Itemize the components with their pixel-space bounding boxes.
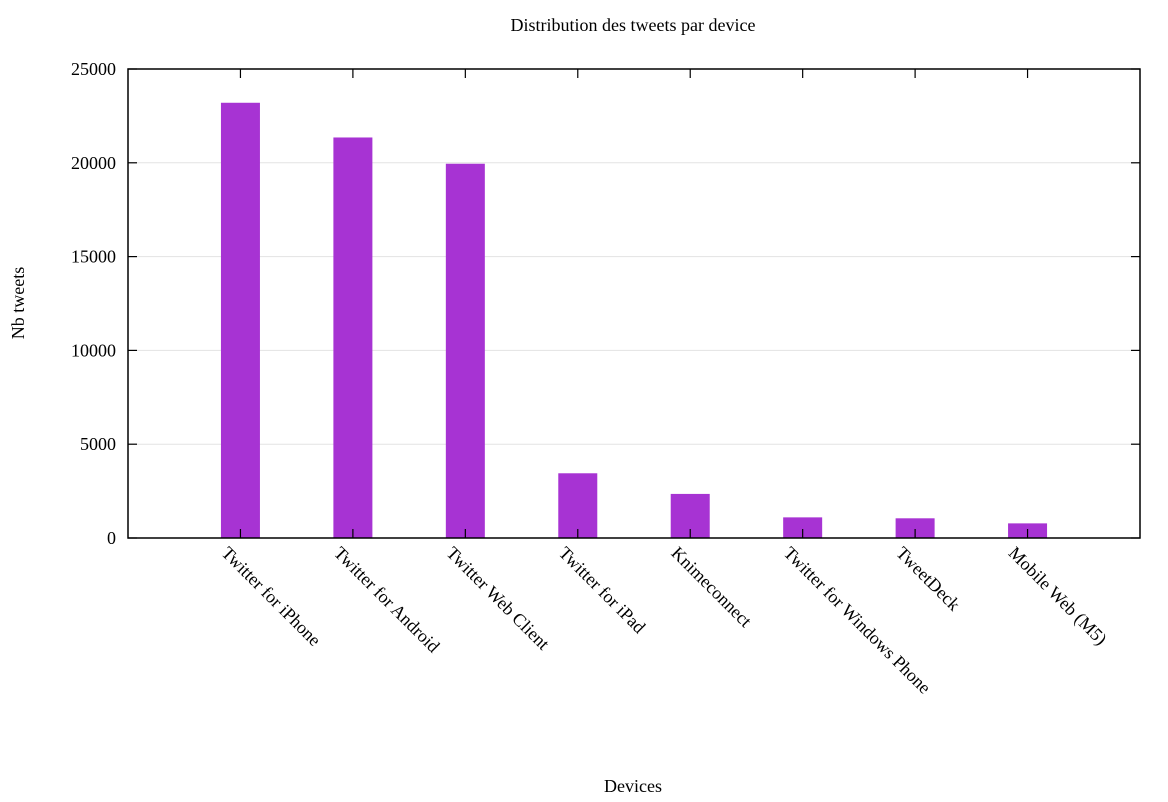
y-tick-label: 25000 [71,59,116,79]
y-axis-label: Nb tweets [8,267,28,339]
bars [220,102,1048,538]
bar [558,473,598,538]
bar [783,517,823,538]
x-tick-label: Twitter for iPhone [218,543,325,650]
chart-title: Distribution des tweets par device [511,15,756,35]
x-tick-label: Mobile Web (M5) [1004,543,1111,650]
axis-ticks [128,68,1140,539]
grid-lines [128,162,1140,445]
x-axis-label: Devices [604,776,662,796]
y-tick-label: 15000 [71,247,116,267]
bar [220,102,260,538]
x-tick-label: TweetDeck [892,543,964,615]
plot-frame [127,68,1141,539]
x-tick-label: Knimeconnect [667,543,755,631]
y-tick-label: 0 [107,528,116,548]
x-tick-labels: Twitter for iPhone Twitter for AndroidTwi… [218,543,1111,698]
y-tick-label: 5000 [80,434,116,454]
y-tick-label: 10000 [71,340,116,360]
x-tick-label: Twitter for iPad [555,543,650,638]
x-tick-label: Twitter Web Client [443,543,554,654]
y-tick-label: 20000 [71,153,116,173]
bar [895,518,935,538]
x-tick-label: Twitter for Android [330,543,444,657]
bar [333,137,373,538]
y-tick-labels: 0 5000 10000 15000 20000 25000 [71,59,116,548]
bar [445,163,485,538]
